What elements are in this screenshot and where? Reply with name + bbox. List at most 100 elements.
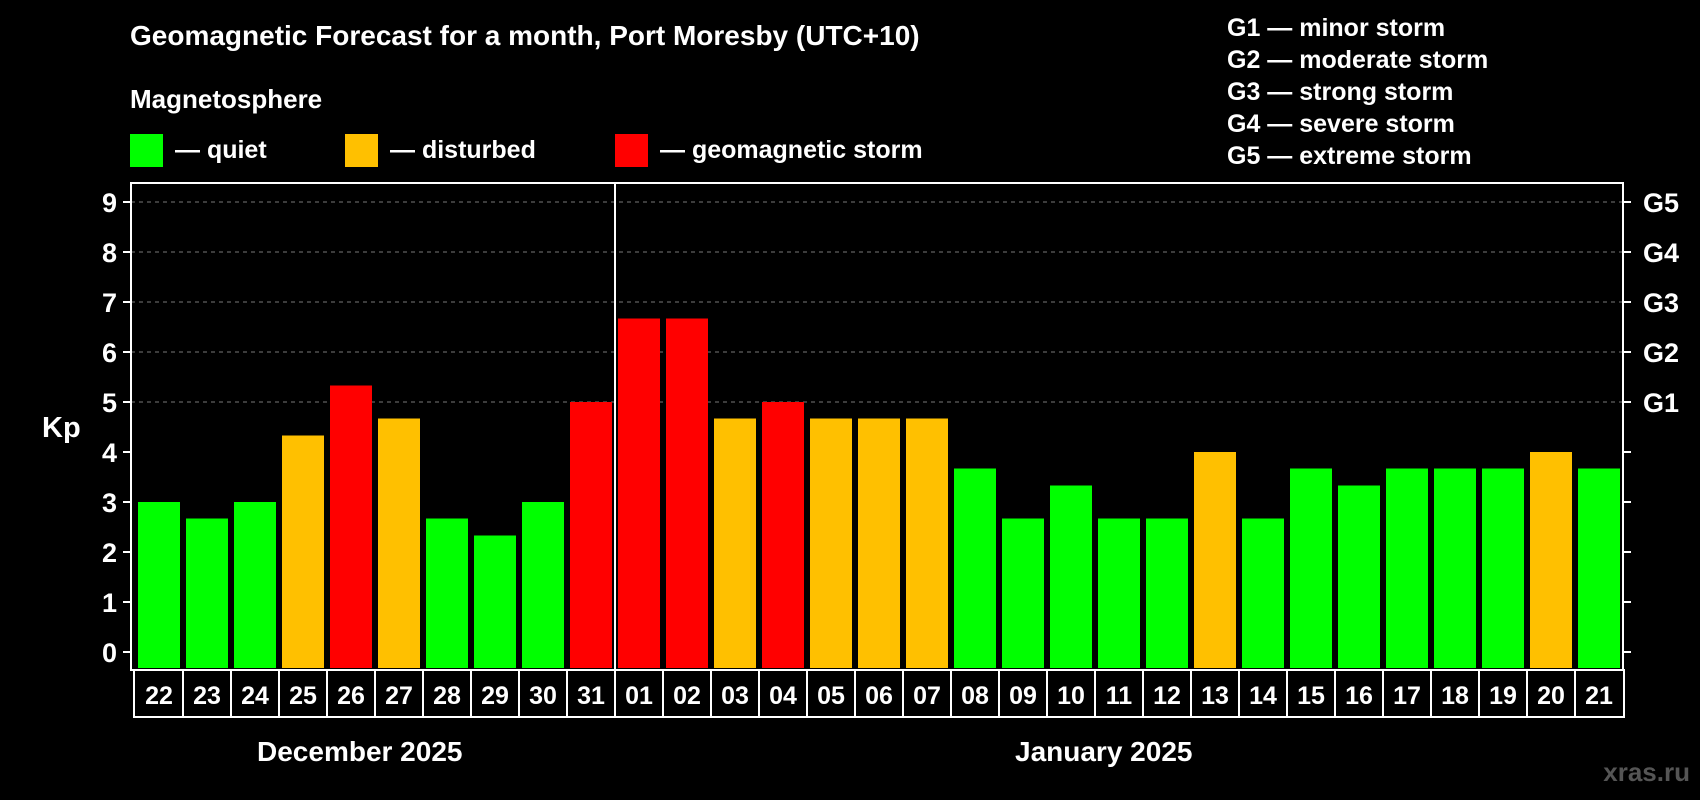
x-tick-label: 22 xyxy=(145,682,173,710)
bar xyxy=(522,502,564,668)
x-tick-label: 09 xyxy=(1009,682,1037,710)
x-tick-label: 04 xyxy=(769,682,797,710)
bar xyxy=(762,402,804,668)
bar xyxy=(1482,468,1524,668)
y-tick-label: 9 xyxy=(102,188,117,218)
bar xyxy=(954,468,996,668)
bar xyxy=(138,502,180,668)
storm-scale-g3: G3 — strong storm xyxy=(1227,78,1454,106)
bar xyxy=(1050,485,1092,668)
x-tick-label: 08 xyxy=(961,682,989,710)
bar xyxy=(330,385,372,668)
x-tick-label: 30 xyxy=(529,682,557,710)
x-tick-label: 15 xyxy=(1297,682,1325,710)
storm-level-label: G4 xyxy=(1643,238,1679,268)
storm-level-label: G5 xyxy=(1643,188,1679,218)
legend-quiet: — quiet xyxy=(130,133,267,167)
bar xyxy=(1098,518,1140,668)
x-tick-label: 27 xyxy=(385,682,413,710)
x-tick-label: 26 xyxy=(337,682,365,710)
bar xyxy=(618,318,660,668)
storm-level-label: G3 xyxy=(1643,288,1679,318)
y-tick-label: 6 xyxy=(102,338,117,368)
x-tick-label: 03 xyxy=(721,682,749,710)
x-tick-label: 23 xyxy=(193,682,221,710)
x-tick-label: 13 xyxy=(1201,682,1229,710)
y-tick-label: 8 xyxy=(102,238,117,268)
x-tick-label: 16 xyxy=(1345,682,1373,710)
x-tick-label: 31 xyxy=(577,682,605,710)
y-tick-label: 5 xyxy=(102,388,117,418)
y-tick-label: 7 xyxy=(102,288,117,318)
bar xyxy=(234,502,276,668)
legend-quiet-swatch xyxy=(130,133,163,167)
magnetosphere-label: Magnetosphere xyxy=(130,84,323,114)
bar xyxy=(1530,452,1572,668)
storm-level-label: G2 xyxy=(1643,338,1679,368)
y-tick-label: 4 xyxy=(102,438,117,468)
bar xyxy=(810,418,852,668)
x-tick-label: 24 xyxy=(241,682,269,710)
bar xyxy=(1434,468,1476,668)
x-tick-label: 20 xyxy=(1537,682,1565,710)
bar xyxy=(1338,485,1380,668)
bar xyxy=(1386,468,1428,668)
bar xyxy=(1194,452,1236,668)
bar xyxy=(570,402,612,668)
bar xyxy=(1002,518,1044,668)
x-tick-label: 02 xyxy=(673,682,701,710)
bar xyxy=(474,535,516,668)
legend-storm: — geomagnetic storm xyxy=(615,133,923,167)
bar xyxy=(282,435,324,668)
x-tick-label: 11 xyxy=(1106,682,1133,710)
x-tick-label: 29 xyxy=(481,682,509,710)
y-tick-label: 1 xyxy=(102,588,117,618)
x-tick-label: 17 xyxy=(1393,682,1421,710)
storm-scale-g4: G4 — severe storm xyxy=(1227,110,1455,138)
watermark: xras.ru xyxy=(1603,757,1690,787)
legend-disturbed: — disturbed xyxy=(345,133,536,167)
bar xyxy=(1290,468,1332,668)
x-tick-label: 12 xyxy=(1153,682,1181,710)
storm-scale-legend: G1 — minor storm G2 — moderate storm G3 … xyxy=(1227,12,1488,172)
x-tick-label: 28 xyxy=(433,682,461,710)
storm-scale-g5: G5 — extreme storm xyxy=(1227,142,1472,170)
bar xyxy=(666,318,708,668)
storm-level-label: G1 xyxy=(1643,388,1679,418)
bar xyxy=(1242,518,1284,668)
x-tick-label: 21 xyxy=(1585,682,1613,710)
chart-title: Geomagnetic Forecast for a month, Port M… xyxy=(130,20,920,51)
x-tick-label: 18 xyxy=(1441,682,1469,710)
legend-disturbed-swatch xyxy=(345,133,378,167)
x-tick-label: 10 xyxy=(1057,682,1085,710)
legend-storm-label: — geomagnetic storm xyxy=(660,135,923,164)
bar xyxy=(378,418,420,668)
x-axis-label-frame xyxy=(133,669,1625,718)
y-tick-label: 3 xyxy=(102,488,117,518)
legend-quiet-label: — quiet xyxy=(175,135,267,164)
bar xyxy=(426,518,468,668)
x-tick-label: 07 xyxy=(913,682,941,710)
bar xyxy=(906,418,948,668)
bar xyxy=(714,418,756,668)
legend-disturbed-label: — disturbed xyxy=(390,135,536,164)
storm-scale-g2: G2 — moderate storm xyxy=(1227,46,1489,74)
legend-storm-swatch xyxy=(615,133,648,167)
x-tick-label: 06 xyxy=(865,682,893,710)
bar xyxy=(1146,518,1188,668)
bar xyxy=(858,418,900,668)
month-label-second: January 2025 xyxy=(1015,736,1193,767)
storm-scale-g1: G1 — minor storm xyxy=(1227,14,1446,42)
y-tick-label: 0 xyxy=(102,638,117,668)
x-tick-label: 19 xyxy=(1489,682,1517,710)
x-tick-label: 25 xyxy=(289,682,317,710)
y-axis-label: Kp xyxy=(42,412,81,444)
bar xyxy=(1578,468,1620,668)
bar xyxy=(186,518,228,668)
month-label-first: December 2025 xyxy=(257,736,463,767)
y-tick-label: 2 xyxy=(102,538,117,568)
x-tick-label: 05 xyxy=(817,682,845,710)
x-tick-label: 01 xyxy=(625,682,653,710)
x-tick-label: 14 xyxy=(1249,682,1277,710)
